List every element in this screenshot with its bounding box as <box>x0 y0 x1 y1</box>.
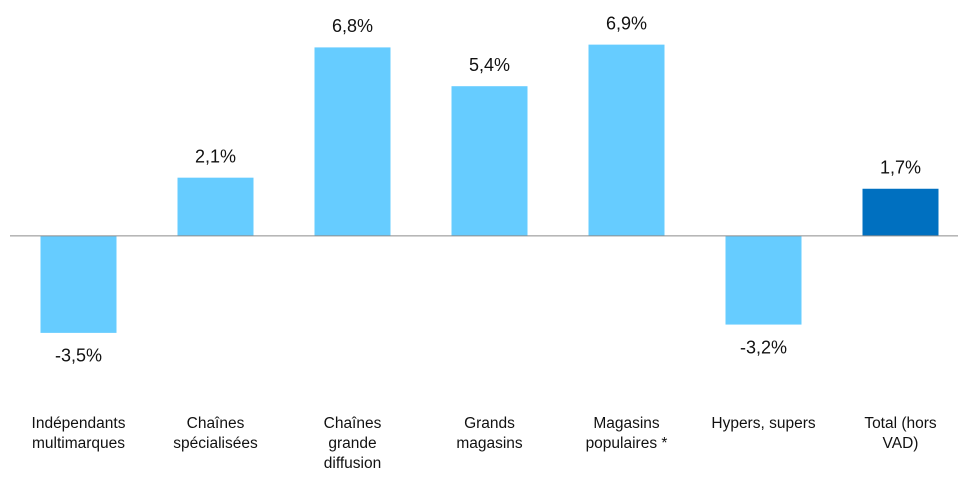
bar <box>314 47 391 236</box>
x-tick-label: Magasins populaires * <box>585 415 668 452</box>
bar <box>177 177 254 236</box>
data-label: -3,5% <box>55 346 102 366</box>
data-label: 5,4% <box>469 55 510 75</box>
bar <box>862 188 939 236</box>
x-tick-label: Chaînes spécialisées <box>173 415 258 452</box>
data-label: 1,7% <box>880 158 921 178</box>
x-tick-label: Indépendants multimarques <box>31 415 126 452</box>
x-tick-label: Hypers, supers <box>711 415 816 432</box>
x-tick-label: Grands magasins <box>456 415 523 452</box>
bar <box>451 86 528 236</box>
data-label: 2,1% <box>195 146 236 166</box>
x-tick-label: Chaînes grande diffusion <box>323 415 382 472</box>
bar <box>725 235 802 325</box>
data-label: 6,8% <box>332 16 373 36</box>
bar <box>40 235 117 333</box>
x-tick-label: Total (hors VAD) <box>864 415 937 452</box>
data-label: -3,2% <box>740 337 787 357</box>
data-label: 6,9% <box>606 13 647 33</box>
bar <box>588 44 665 236</box>
